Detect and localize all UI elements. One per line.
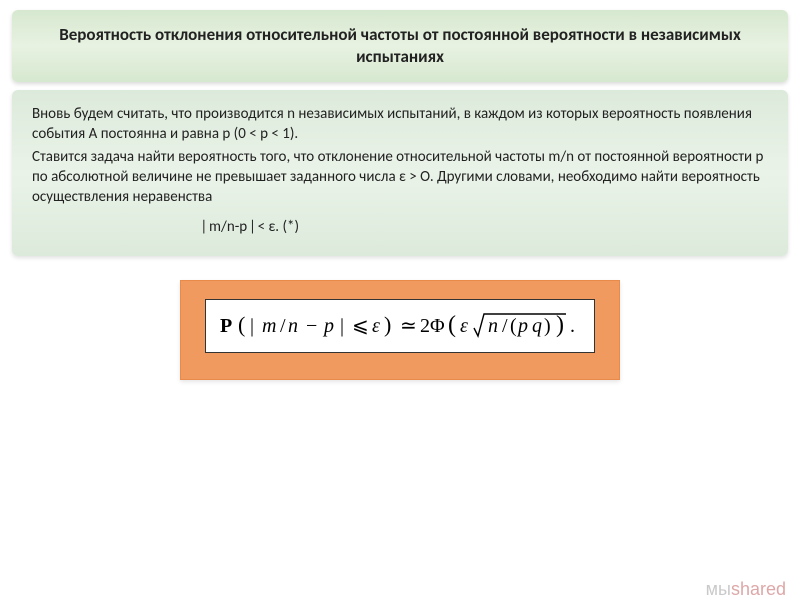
svg-text:/: / [502, 315, 508, 337]
formula-svg: P ( | m / n − p | ⩽ ε ) ≃ 2Φ ( ε n / ( [220, 308, 580, 342]
header-title: Вероятность отклонения относительной час… [36, 24, 764, 68]
body-paragraph-1: Вновь будем считать, что производится n … [32, 104, 768, 145]
svg-text:/: / [280, 315, 286, 337]
svg-text:): ) [556, 312, 564, 338]
svg-text:): ) [544, 315, 551, 337]
svg-text:(: ( [510, 315, 517, 337]
watermark: мыshared [706, 579, 786, 600]
svg-text:p: p [516, 315, 528, 337]
svg-text:−: − [306, 315, 317, 337]
svg-text:n: n [288, 315, 298, 337]
svg-text:): ) [384, 312, 391, 337]
svg-text:⩽: ⩽ [352, 315, 369, 337]
svg-text:q: q [532, 315, 542, 337]
body-text: Вновь будем считать, что производится n … [32, 104, 768, 238]
svg-text:m: m [262, 315, 276, 337]
formula-container: P ( | m / n − p | ⩽ ε ) ≃ 2Φ ( ε n / ( [180, 280, 620, 380]
body-paragraph-2: Ставится задача найти вероятность того, … [32, 147, 768, 208]
formula-box: P ( | m / n − p | ⩽ ε ) ≃ 2Φ ( ε n / ( [205, 299, 595, 353]
body-panel: Вновь будем считать, что производится n … [12, 90, 788, 256]
watermark-suffix: shared [731, 579, 786, 599]
header-panel: Вероятность отклонения относительной час… [12, 10, 788, 82]
svg-text:.: . [570, 315, 575, 337]
svg-text:|: | [250, 315, 254, 337]
svg-text:n: n [488, 315, 498, 337]
svg-text:ε: ε [460, 315, 468, 337]
svg-text:P: P [220, 315, 232, 337]
svg-text:2Φ: 2Φ [420, 315, 445, 337]
svg-text:ε: ε [372, 315, 380, 337]
watermark-prefix: мы [706, 579, 731, 599]
svg-text:|: | [340, 315, 344, 337]
svg-text:(: ( [448, 312, 456, 338]
svg-text:(: ( [238, 312, 245, 337]
inequality-line: ǀ m/n-p ǀ < ε. (*) [32, 217, 768, 237]
svg-text:≃: ≃ [400, 315, 417, 337]
svg-text:p: p [322, 315, 334, 337]
